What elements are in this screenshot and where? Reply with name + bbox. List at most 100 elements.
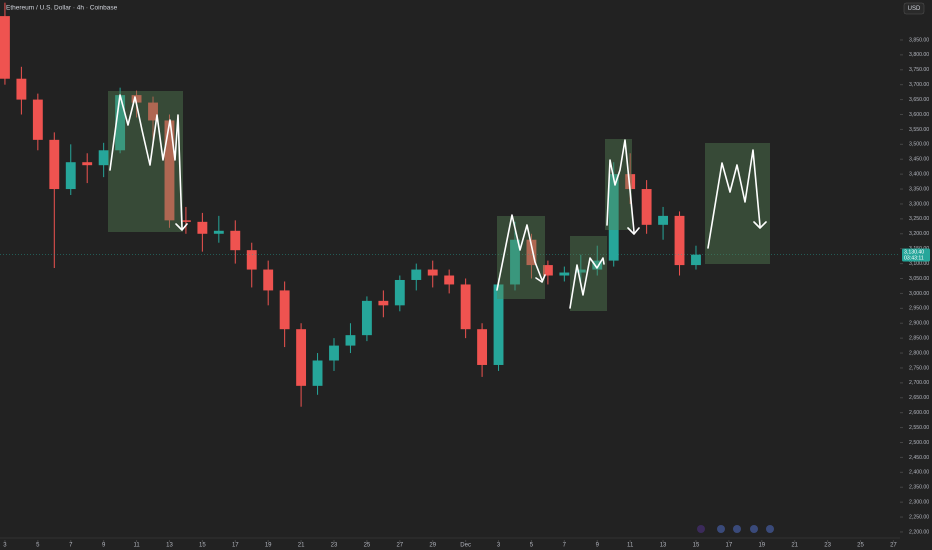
- y-tick-label: 2,800.00: [909, 350, 929, 356]
- y-tick-label: 3,000.00: [909, 291, 929, 297]
- last-price-tag: [902, 248, 930, 262]
- y-tick-label: 2,500.00: [909, 440, 929, 446]
- candle-body: [394, 279, 405, 306]
- zone-box: [497, 216, 545, 299]
- pattern-line: [707, 149, 761, 249]
- candle-body: [378, 300, 389, 306]
- x-tick-label: 17: [726, 543, 733, 549]
- y-tick-label: 3,650.00: [909, 97, 929, 103]
- y-tick-label: 2,750.00: [909, 365, 929, 371]
- candle-body: [32, 99, 43, 140]
- x-tick-label: 21: [791, 543, 798, 549]
- candle-body: [361, 300, 372, 336]
- price-axis-panel: [900, 0, 932, 550]
- x-tick-label: 25: [364, 543, 371, 549]
- x-tick-label: 23: [824, 543, 831, 549]
- chart-title: Ethereum / U.S. Dollar · 4h · Coinbase: [6, 5, 118, 12]
- x-tick-label: 11: [627, 543, 634, 549]
- currency-button[interactable]: [903, 2, 925, 15]
- y-tick-label: 2,900.00: [909, 321, 929, 327]
- y-tick-label: 2,550.00: [909, 425, 929, 431]
- x-tick-label: 23: [331, 543, 338, 549]
- x-tick-label: 11: [133, 543, 140, 549]
- candle-body: [16, 78, 27, 100]
- candle-body: [180, 220, 191, 222]
- y-tick-label: 3,400.00: [909, 172, 929, 178]
- candle-body: [691, 254, 701, 266]
- candle-body: [559, 272, 570, 276]
- y-tick-label: 3,550.00: [909, 127, 929, 133]
- candle-body: [460, 284, 471, 330]
- event-icon[interactable]: [766, 525, 774, 533]
- candle-body: [197, 221, 208, 234]
- y-tick-label: 2,250.00: [909, 514, 929, 520]
- candle-body: [82, 162, 93, 166]
- y-tick-label: 2,700.00: [909, 380, 929, 386]
- candle-body: [526, 239, 537, 266]
- pattern-line: [109, 94, 183, 229]
- pattern-line: [606, 139, 635, 233]
- candle-body: [0, 16, 10, 79]
- candle-body: [49, 139, 60, 190]
- candle-body: [625, 174, 636, 190]
- candle-body: [592, 260, 603, 270]
- event-icon[interactable]: [697, 525, 705, 533]
- x-tick-label: 21: [298, 543, 305, 549]
- candle-body: [542, 265, 553, 276]
- y-tick-label: 3,200.00: [909, 231, 929, 237]
- candle-body: [444, 275, 455, 285]
- y-tick-label: 3,850.00: [909, 37, 929, 43]
- x-tick-label: 5: [530, 543, 534, 549]
- candle-body: [411, 269, 422, 280]
- x-tick-label: 3: [3, 543, 7, 549]
- y-tick-label: 2,600.00: [909, 410, 929, 416]
- pattern-line: [496, 214, 543, 291]
- x-tick-label: 15: [693, 543, 700, 549]
- x-tick-label: 9: [102, 543, 106, 549]
- x-tick-label: 7: [563, 543, 567, 549]
- last-price-label: 3,130.40: [904, 249, 924, 255]
- arrow-head: [175, 223, 188, 231]
- x-tick-label: 3: [497, 543, 501, 549]
- candle-body: [65, 162, 76, 190]
- candle-body: [641, 189, 652, 225]
- arrow-head: [535, 274, 546, 283]
- event-icons: [697, 525, 774, 533]
- candles: [0, 2, 900, 407]
- event-icon[interactable]: [733, 525, 741, 533]
- x-tick-label: 17: [232, 543, 239, 549]
- candle-body: [230, 230, 241, 251]
- x-tick-label: Dec: [460, 543, 471, 549]
- candle-body: [427, 269, 438, 276]
- x-tick-label: 13: [660, 543, 667, 549]
- x-tick-label: 27: [396, 543, 403, 549]
- y-tick-label: 3,100.00: [909, 261, 929, 267]
- y-tick-label: 2,650.00: [909, 395, 929, 401]
- candle-body: [674, 215, 685, 266]
- event-icon[interactable]: [717, 525, 725, 533]
- candle-body: [477, 329, 488, 365]
- y-tick-label: 2,300.00: [909, 500, 929, 506]
- x-tick-label: 7: [69, 543, 73, 549]
- currency-label[interactable]: USD: [908, 6, 921, 12]
- x-tick-label: 29: [429, 543, 436, 549]
- candle-body: [246, 250, 257, 270]
- y-tick-label: 2,850.00: [909, 336, 929, 342]
- candle-body: [98, 150, 109, 166]
- y-tick-label: 3,600.00: [909, 112, 929, 118]
- event-icon[interactable]: [750, 525, 758, 533]
- y-tick-label: 3,700.00: [909, 82, 929, 88]
- x-tick-label: 5: [36, 543, 40, 549]
- candle-body: [115, 95, 126, 151]
- arrow-head: [753, 221, 767, 229]
- x-tick-label: 19: [265, 543, 272, 549]
- candle-body: [329, 345, 339, 361]
- y-tick-label: 3,500.00: [909, 142, 929, 148]
- x-tick-label: 13: [166, 543, 173, 549]
- candle-body: [131, 95, 142, 103]
- candle-body: [312, 360, 323, 386]
- x-tick-label: 9: [596, 543, 600, 549]
- y-tick-label: 2,350.00: [909, 485, 929, 491]
- x-tick-label: 19: [758, 543, 765, 549]
